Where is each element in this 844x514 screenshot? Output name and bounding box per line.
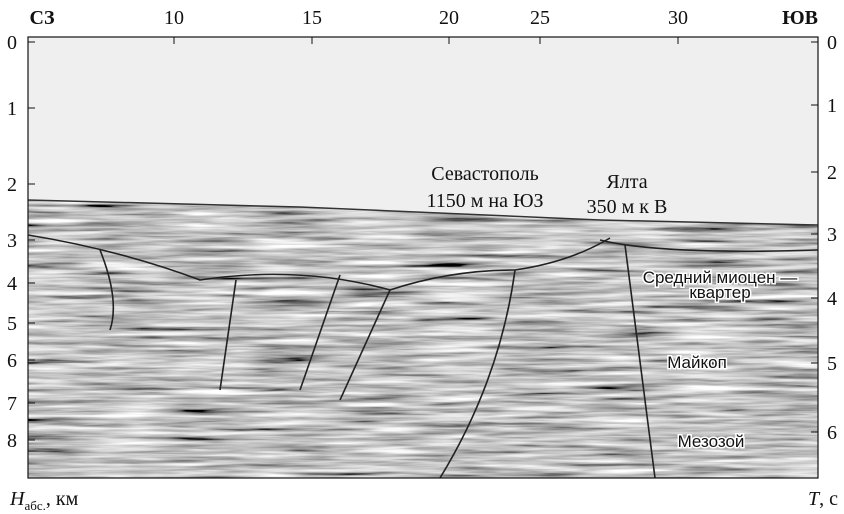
left-tick-label: 8: [7, 430, 17, 452]
frame: [27, 36, 819, 479]
seafloor: [27, 199, 819, 226]
annotation: Ялта: [606, 171, 647, 193]
left-tick-label: 4: [7, 273, 17, 295]
top-tick-label: 15: [302, 7, 322, 29]
right-tick-label: 0: [827, 32, 837, 54]
annotation: квартер: [689, 283, 750, 302]
top-tick-label: 30: [668, 7, 688, 29]
left-tick-label: 3: [7, 230, 17, 252]
subscript: абс.: [24, 498, 45, 513]
right-tick-label: 2: [827, 162, 837, 184]
annotation: Севастополь: [431, 163, 538, 185]
left-tick-label: 2: [7, 174, 17, 196]
left-tick-label: 6: [7, 350, 17, 372]
annotation: Средний миоцен —: [643, 268, 798, 287]
left-tick-label: 1: [7, 98, 17, 120]
symbol: T: [808, 488, 821, 510]
right-tick-label: 3: [827, 224, 837, 246]
left-tick-label: 0: [7, 32, 17, 54]
unit: , км: [46, 488, 79, 510]
annotation: 350 м к В: [587, 196, 668, 218]
right-tick-label: 1: [827, 95, 837, 117]
top-tick-label: 25: [530, 7, 550, 29]
right-tick-label: 4: [827, 288, 837, 310]
left-tick-label: 7: [7, 393, 17, 415]
left-tick-label: 5: [7, 313, 17, 335]
seismic-section: [28, 200, 818, 478]
corner-label: ЮВ: [782, 7, 818, 29]
unit: , с: [819, 488, 838, 510]
right-tick-label: 6: [827, 422, 837, 444]
right-tick-label: 5: [827, 353, 837, 375]
annotation: Мезозой: [678, 432, 745, 451]
symbol: H: [9, 488, 26, 510]
right-axis-title: T, с: [808, 488, 838, 510]
top-tick-label: 10: [164, 7, 184, 29]
top-tick-label: 20: [439, 7, 459, 29]
corner-label: СЗ: [30, 7, 55, 29]
left-axis-title: Hабс., км: [9, 488, 79, 513]
annotation: 1150 м на ЮЗ: [426, 190, 543, 212]
annotation: Майкоп: [667, 353, 727, 372]
